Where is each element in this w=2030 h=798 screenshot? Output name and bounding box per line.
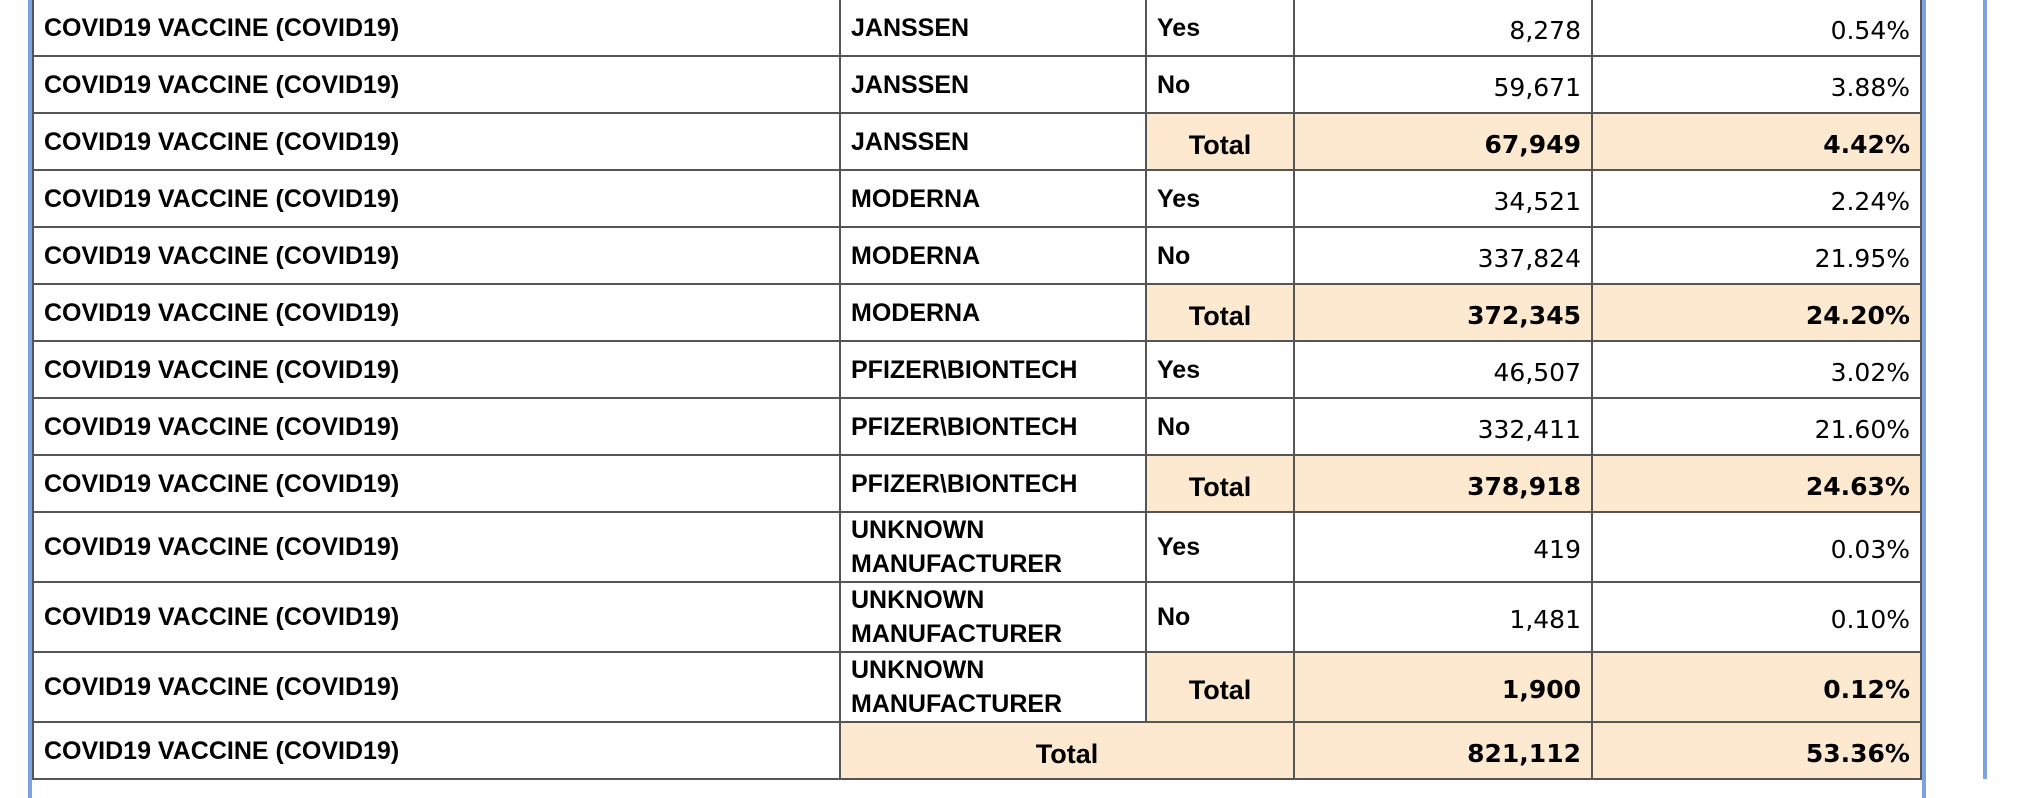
total-count: 378,918	[1293, 454, 1593, 513]
percent-cell: 0.54%	[1591, 0, 1922, 57]
manufacturer-cell: PFIZER\BIONTECH	[839, 340, 1147, 399]
dose-cell: Yes	[1145, 0, 1295, 57]
count-cell: 1,481	[1293, 581, 1593, 653]
table-row: COVID19 VACCINE (COVID19) MODERNA Yes 34,52…	[32, 169, 1922, 228]
table-row: COVID19 VACCINE (COVID19) PFIZER\BIONTECH…	[32, 454, 1922, 513]
grand-total-count: 821,112	[1293, 721, 1593, 780]
grand-total-percent: 53.36%	[1591, 721, 1922, 780]
percent-cell: 21.95%	[1591, 226, 1922, 285]
vaccine-cell: COVID19 VACCINE (COVID19)	[32, 511, 841, 583]
manufacturer-cell: JANSSEN	[839, 0, 1147, 57]
dose-cell: No	[1145, 397, 1295, 456]
total-label: Total	[1145, 454, 1295, 513]
total-label: Total	[1145, 651, 1295, 723]
page: COVID19 VACCINE (COVID19) JANSSEN Yes 8,278…	[28, 0, 1987, 798]
count-cell: 46,507	[1293, 340, 1593, 399]
count-cell: 8,278	[1293, 0, 1593, 57]
vaccine-cell: COVID19 VACCINE (COVID19)	[32, 112, 841, 171]
count-cell: 59,671	[1293, 55, 1593, 114]
manufacturer-cell: MODERNA	[839, 226, 1147, 285]
manufacturer-cell: JANSSEN	[839, 112, 1147, 171]
table-row: COVID19 VACCINE (COVID19) PFIZER\BIONTECH…	[32, 340, 1922, 399]
manufacturer-cell: UNKNOWN MANUFACTURER	[839, 581, 1147, 653]
table-body: COVID19 VACCINE (COVID19) JANSSEN Yes 8,278…	[32, 0, 1922, 780]
vaccine-cell: COVID19 VACCINE (COVID19)	[32, 55, 841, 114]
vaccine-cell: COVID19 VACCINE (COVID19)	[32, 581, 841, 653]
table-row: COVID19 VACCINE (COVID19) MODERNA No 337,82…	[32, 226, 1922, 285]
table-row: COVID19 VACCINE (COVID19) JANSSEN No 59,671…	[32, 55, 1922, 114]
vaccine-cell: COVID19 VACCINE (COVID19)	[32, 340, 841, 399]
vaccine-cell: COVID19 VACCINE (COVID19)	[32, 721, 841, 780]
vaccine-cell: COVID19 VACCINE (COVID19)	[32, 283, 841, 342]
dose-cell: No	[1145, 55, 1295, 114]
dose-cell: Yes	[1145, 169, 1295, 228]
manufacturer-cell: UNKNOWN MANUFACTURER	[839, 651, 1147, 723]
grand-total-label: Total	[839, 721, 1295, 780]
data-table: COVID19 VACCINE (COVID19) JANSSEN Yes 8,278…	[32, 0, 1922, 780]
manufacturer-cell: PFIZER\BIONTECH	[839, 397, 1147, 456]
total-label: Total	[1145, 283, 1295, 342]
count-cell: 419	[1293, 511, 1593, 583]
total-percent: 24.63%	[1591, 454, 1922, 513]
vaccine-cell: COVID19 VACCINE (COVID19)	[32, 651, 841, 723]
percent-cell: 3.02%	[1591, 340, 1922, 399]
percent-cell: 3.88%	[1591, 55, 1922, 114]
manufacturer-cell: UNKNOWN MANUFACTURER	[839, 511, 1147, 583]
total-count: 67,949	[1293, 112, 1593, 171]
table-row: COVID19 VACCINE (COVID19) Total 821,112 53.…	[32, 721, 1922, 780]
percent-cell: 21.60%	[1591, 397, 1922, 456]
table-row: COVID19 VACCINE (COVID19) JANSSEN Total 67,…	[32, 112, 1922, 171]
percent-cell: 0.10%	[1591, 581, 1922, 653]
vaccine-cell: COVID19 VACCINE (COVID19)	[32, 226, 841, 285]
table-row: COVID19 VACCINE (COVID19) PFIZER\BIONTECH…	[32, 397, 1922, 456]
total-percent: 24.20%	[1591, 283, 1922, 342]
vaccine-cell: COVID19 VACCINE (COVID19)	[32, 397, 841, 456]
total-label: Total	[1145, 112, 1295, 171]
manufacturer-cell: MODERNA	[839, 283, 1147, 342]
vaccine-cell: COVID19 VACCINE (COVID19)	[32, 0, 841, 57]
count-cell: 332,411	[1293, 397, 1593, 456]
table-row: COVID19 VACCINE (COVID19) UNKNOWN MANUFAC…	[32, 581, 1922, 653]
table-row: COVID19 VACCINE (COVID19) JANSSEN Yes 8,278…	[32, 0, 1922, 57]
dose-cell: Yes	[1145, 340, 1295, 399]
table-frame: COVID19 VACCINE (COVID19) JANSSEN Yes 8,278…	[28, 0, 1926, 798]
total-count: 372,345	[1293, 283, 1593, 342]
dose-cell: No	[1145, 226, 1295, 285]
dose-cell: No	[1145, 581, 1295, 653]
vaccine-cell: COVID19 VACCINE (COVID19)	[32, 454, 841, 513]
table-row: COVID19 VACCINE (COVID19) UNKNOWN MANUFAC…	[32, 651, 1922, 723]
manufacturer-cell: JANSSEN	[839, 55, 1147, 114]
percent-cell: 0.03%	[1591, 511, 1922, 583]
manufacturer-cell: PFIZER\BIONTECH	[839, 454, 1147, 513]
count-cell: 34,521	[1293, 169, 1593, 228]
count-cell: 337,824	[1293, 226, 1593, 285]
table-row: COVID19 VACCINE (COVID19) UNKNOWN MANUFAC…	[32, 511, 1922, 583]
dose-cell: Yes	[1145, 511, 1295, 583]
total-percent: 4.42%	[1591, 112, 1922, 171]
table-row: COVID19 VACCINE (COVID19) MODERNA Total 372…	[32, 283, 1922, 342]
total-count: 1,900	[1293, 651, 1593, 723]
total-percent: 0.12%	[1591, 651, 1922, 723]
manufacturer-cell: MODERNA	[839, 169, 1147, 228]
percent-cell: 2.24%	[1591, 169, 1922, 228]
vaccine-cell: COVID19 VACCINE (COVID19)	[32, 169, 841, 228]
side-border	[1983, 0, 1987, 779]
